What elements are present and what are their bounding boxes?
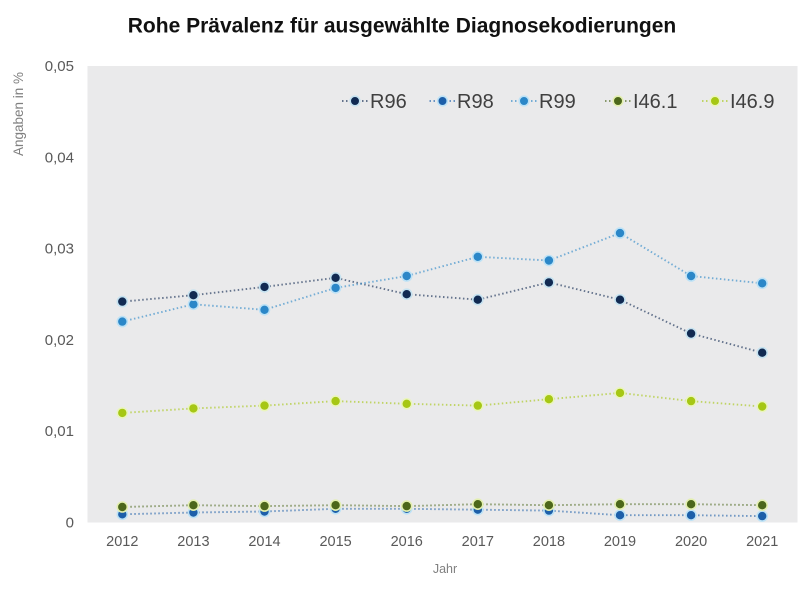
svg-text:R96: R96	[370, 91, 407, 113]
svg-text:2020: 2020	[675, 534, 707, 550]
svg-text:2012: 2012	[106, 534, 138, 550]
svg-text:2014: 2014	[248, 534, 280, 550]
svg-text:0,01: 0,01	[45, 423, 74, 440]
svg-text:Jahr: Jahr	[433, 562, 457, 576]
svg-text:R99: R99	[539, 91, 576, 113]
svg-text:0: 0	[66, 515, 74, 532]
svg-text:2019: 2019	[604, 534, 636, 550]
svg-text:0,04: 0,04	[45, 149, 74, 166]
svg-text:2021: 2021	[746, 534, 778, 550]
svg-text:0,03: 0,03	[45, 241, 74, 258]
svg-text:I46.9: I46.9	[730, 91, 774, 113]
svg-text:0,02: 0,02	[45, 332, 74, 349]
svg-text:2018: 2018	[533, 534, 565, 550]
svg-text:I46.1: I46.1	[633, 91, 677, 113]
svg-text:R98: R98	[457, 91, 494, 113]
svg-text:Rohe Prävalenz für ausgewählte: Rohe Prävalenz für ausgewählte Diagnosek…	[128, 15, 676, 38]
svg-text:2016: 2016	[391, 534, 423, 550]
svg-text:2015: 2015	[319, 534, 351, 550]
svg-text:0,05: 0,05	[45, 58, 74, 75]
svg-text:Angaben in %: Angaben in %	[11, 72, 26, 156]
svg-text:2017: 2017	[462, 534, 494, 550]
svg-text:2013: 2013	[177, 534, 209, 550]
